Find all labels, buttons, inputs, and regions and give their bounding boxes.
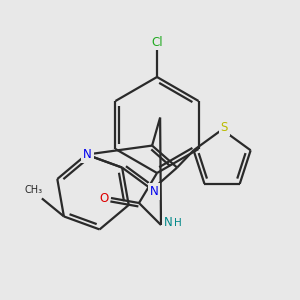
Text: CH₃: CH₃ [25, 185, 43, 195]
Text: N: N [164, 217, 173, 230]
Text: S: S [220, 121, 228, 134]
Text: N: N [83, 148, 92, 161]
Text: O: O [99, 191, 109, 205]
Text: H: H [174, 218, 182, 228]
Text: N: N [150, 185, 158, 198]
Text: Cl: Cl [151, 35, 163, 49]
